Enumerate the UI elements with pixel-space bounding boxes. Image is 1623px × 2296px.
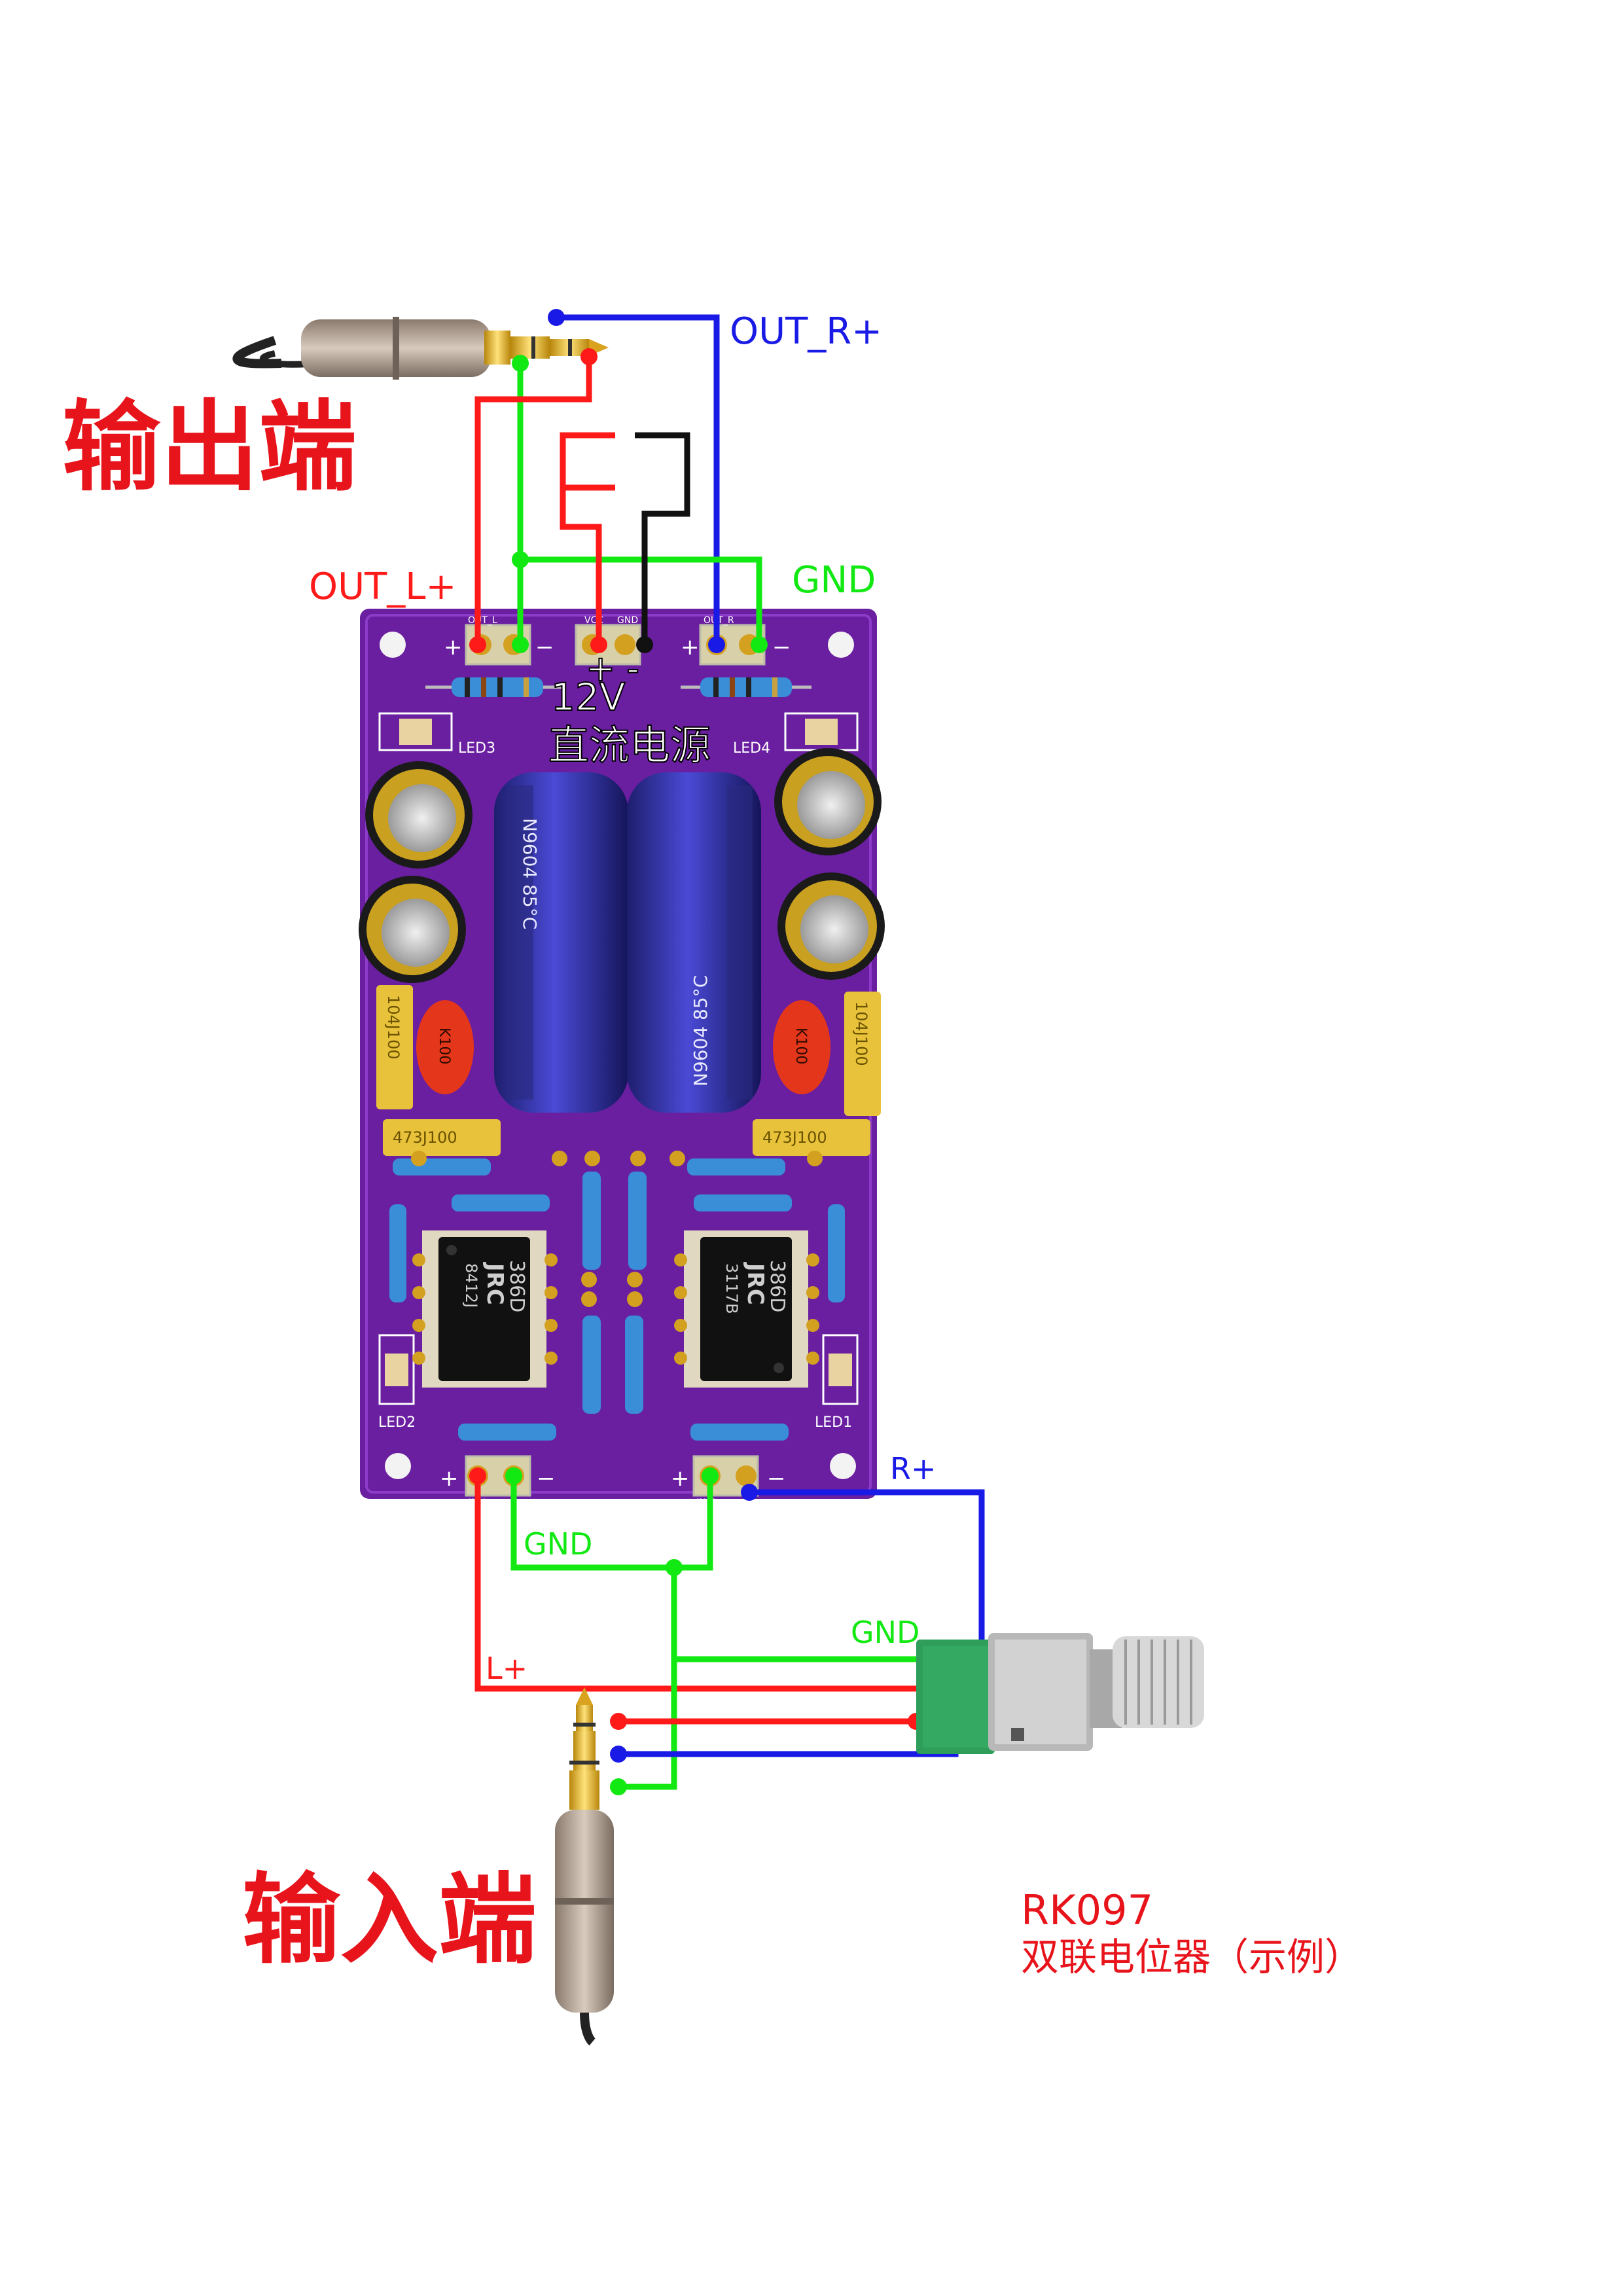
label-r-plus: R+: [890, 1451, 936, 1486]
opamp-left-brand: JRC: [482, 1262, 508, 1305]
resistor-array-icon: [389, 1158, 845, 1441]
small-cap-tr-icon: [774, 748, 882, 855]
wire-power-negative: [635, 432, 690, 645]
opamp-left-model: 386D: [505, 1260, 528, 1312]
tantalum-cap-left-icon: [416, 1000, 474, 1094]
film-cap-right-top-icon: [844, 992, 881, 1116]
opamp-left-icon: [412, 1230, 558, 1388]
pad-minus-left-top: −: [535, 634, 554, 660]
tantalum-cap-right-icon: [773, 1000, 830, 1094]
film-cap-right-bottom-icon: [753, 1119, 870, 1156]
wire-out-l: [474, 357, 592, 645]
film-cap-left-bottom-icon: [383, 1119, 501, 1156]
led2-icon: [378, 1334, 415, 1405]
wire-input-right: [618, 1734, 959, 1757]
pad-label-out-l: OUT_L: [468, 615, 497, 626]
electrolytic-cap-left-icon: [494, 772, 628, 1113]
film-cap-left-bottom-label: 473J100: [393, 1128, 457, 1147]
film-cap-right-bottom-label: 473J100: [762, 1128, 827, 1147]
output-end-title: 输出端: [62, 391, 357, 505]
pot-model: RK097: [1021, 1886, 1153, 1934]
label-gnd-mid: GND: [524, 1526, 592, 1562]
wire-gnd-trunk: [618, 1568, 677, 1790]
led3-icon: [378, 712, 453, 751]
pad-label-in-r: IN_R: [696, 1498, 717, 1508]
label-out-l: OUT_L+: [309, 565, 456, 608]
label-gnd-top: GND: [792, 559, 876, 601]
led1-label: LED1: [815, 1414, 852, 1431]
pad-plus-right-top: +: [681, 634, 700, 660]
small-cap-br-icon: [777, 872, 885, 980]
wire-gnd-mid: [510, 1476, 713, 1571]
resistor-top-right-icon: [681, 677, 812, 697]
power-voltage: 12V: [551, 675, 626, 719]
electrolytic-cap-right-icon: [627, 772, 761, 1113]
pad-minus-right-top: −: [772, 634, 791, 660]
electrolytic-cap-left-text: N9604 85°C: [519, 818, 541, 929]
power-label: 直流电源: [548, 721, 711, 769]
electrolytic-cap-right-text: N9604 85°C: [690, 975, 711, 1086]
opamp-left-code: 8412J: [462, 1263, 480, 1308]
wire-power-positive: [560, 432, 615, 645]
output-plug-icon: [232, 317, 609, 380]
tantalum-cap-right-label: K100: [793, 1028, 809, 1064]
opamp-right-icon: [674, 1230, 819, 1388]
opamp-right-brand: JRC: [742, 1262, 768, 1305]
pot-description: 双联电位器（示例）: [1021, 1935, 1363, 1979]
led1-icon: [822, 1334, 859, 1405]
wire-out-r: [556, 314, 720, 645]
input-end-title: 输入端: [242, 1863, 537, 1977]
pad-plus-left-bottom: +: [440, 1465, 459, 1492]
potentiometer-icon: [916, 1633, 1204, 1754]
wire-l-plus: [474, 1476, 955, 1692]
film-cap-left-top-label: 104J100: [384, 995, 402, 1060]
pad-minus-left-bottom: −: [537, 1465, 556, 1492]
solder-pads-icon: [411, 1151, 823, 1307]
led4-label: LED4: [733, 740, 770, 757]
small-cap-bl-icon: [359, 876, 466, 983]
film-cap-left-top-icon: [376, 985, 413, 1109]
pad-label-gnd: GND: [617, 615, 638, 626]
small-cap-tl-icon: [365, 761, 473, 869]
led3-label: LED3: [458, 740, 495, 757]
label-out-r: OUT_R+: [730, 310, 882, 353]
pad-plus-left-top: +: [444, 634, 463, 660]
label-gnd-pot: GND: [851, 1615, 919, 1650]
pad-plus-right-bottom: +: [671, 1465, 690, 1492]
label-l-plus: L+: [486, 1651, 527, 1686]
film-cap-right-top-label: 104J100: [852, 1001, 870, 1066]
tantalum-cap-left-label: K100: [436, 1028, 452, 1064]
led2-label: LED2: [378, 1414, 416, 1431]
opamp-right-code: 3117B: [722, 1263, 741, 1314]
power-polarity: + -: [586, 648, 639, 689]
input-plug-icon: [555, 1687, 614, 2046]
opamp-right-model: 386D: [766, 1260, 789, 1312]
pad-minus-right-bottom: −: [767, 1465, 786, 1492]
resistor-top-left-icon: [425, 677, 563, 697]
